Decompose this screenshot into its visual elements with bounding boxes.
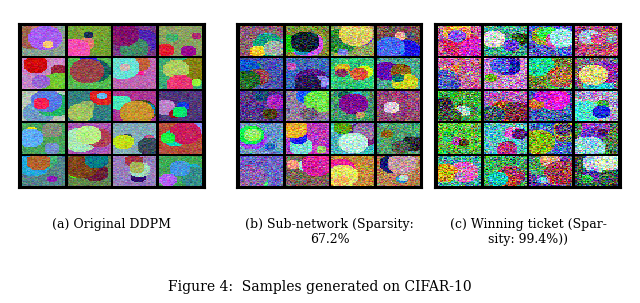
Text: (b) Sub-network (Sparsity:
67.2%: (b) Sub-network (Sparsity: 67.2% [245,218,414,246]
Text: (c) Winning ticket (Spar-
sity: 99.4%)): (c) Winning ticket (Spar- sity: 99.4%)) [449,218,607,246]
Text: Figure 4:  Samples generated on CIFAR-10: Figure 4: Samples generated on CIFAR-10 [168,280,472,294]
Text: (a) Original DDPM: (a) Original DDPM [52,218,172,231]
